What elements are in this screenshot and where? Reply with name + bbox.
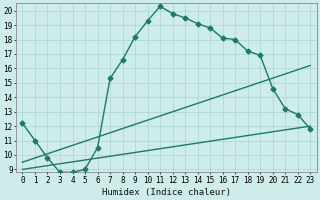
X-axis label: Humidex (Indice chaleur): Humidex (Indice chaleur) — [102, 188, 231, 197]
